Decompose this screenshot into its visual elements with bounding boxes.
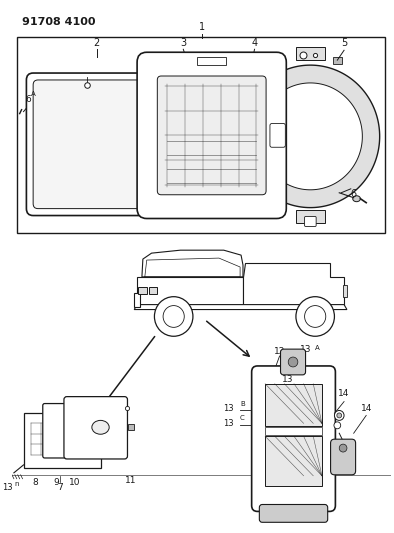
- Text: 13: 13: [2, 483, 13, 492]
- Text: 14: 14: [361, 404, 372, 413]
- Text: 13: 13: [223, 404, 234, 413]
- Text: 11: 11: [125, 476, 136, 485]
- FancyBboxPatch shape: [259, 505, 328, 522]
- Polygon shape: [241, 65, 380, 208]
- Bar: [17, 37, 385, 233]
- Circle shape: [335, 410, 344, 421]
- Circle shape: [154, 297, 193, 336]
- FancyBboxPatch shape: [331, 439, 356, 475]
- Text: 9: 9: [53, 478, 59, 487]
- Text: n: n: [14, 481, 19, 487]
- Text: 8: 8: [32, 478, 38, 487]
- Text: 3: 3: [180, 38, 186, 49]
- Bar: [138, 287, 147, 294]
- FancyBboxPatch shape: [64, 397, 128, 459]
- Ellipse shape: [92, 421, 109, 434]
- Circle shape: [339, 444, 347, 452]
- Bar: [333, 57, 342, 64]
- Bar: [343, 285, 347, 297]
- Text: A: A: [31, 91, 36, 97]
- Text: 7: 7: [57, 483, 63, 492]
- Circle shape: [296, 297, 335, 336]
- Bar: [24, 414, 100, 468]
- FancyBboxPatch shape: [252, 366, 335, 512]
- Text: 13: 13: [223, 419, 234, 428]
- Text: 4: 4: [251, 38, 258, 49]
- Polygon shape: [296, 209, 325, 223]
- Circle shape: [305, 305, 326, 327]
- Text: 12: 12: [274, 347, 285, 356]
- FancyBboxPatch shape: [305, 216, 316, 227]
- Text: 6: 6: [26, 95, 31, 104]
- Circle shape: [163, 305, 184, 327]
- Bar: [149, 287, 157, 294]
- Text: 14: 14: [338, 389, 350, 398]
- Polygon shape: [243, 263, 344, 304]
- Circle shape: [337, 413, 342, 418]
- Polygon shape: [296, 47, 325, 60]
- Text: B: B: [240, 400, 245, 407]
- Text: 5: 5: [341, 38, 347, 49]
- Polygon shape: [134, 304, 347, 310]
- Bar: [197, 57, 226, 65]
- Text: C: C: [240, 415, 245, 422]
- FancyBboxPatch shape: [137, 52, 286, 219]
- FancyBboxPatch shape: [270, 124, 285, 147]
- FancyBboxPatch shape: [26, 73, 148, 215]
- Circle shape: [288, 357, 298, 367]
- Bar: [128, 424, 134, 430]
- Text: 13: 13: [300, 345, 311, 354]
- Circle shape: [334, 422, 341, 429]
- Polygon shape: [265, 436, 322, 486]
- Ellipse shape: [353, 196, 361, 201]
- Polygon shape: [258, 83, 362, 190]
- FancyBboxPatch shape: [281, 349, 306, 375]
- Polygon shape: [142, 250, 243, 277]
- Polygon shape: [265, 384, 322, 426]
- Polygon shape: [137, 277, 243, 304]
- Text: A: A: [315, 345, 320, 351]
- Polygon shape: [231, 125, 246, 148]
- Text: 13: 13: [282, 375, 293, 384]
- Bar: [265, 427, 322, 435]
- Text: 10: 10: [69, 478, 80, 487]
- FancyBboxPatch shape: [43, 403, 122, 458]
- FancyBboxPatch shape: [157, 76, 266, 195]
- Bar: [134, 293, 140, 306]
- Text: 2: 2: [93, 38, 100, 49]
- Text: 1: 1: [199, 22, 204, 33]
- FancyBboxPatch shape: [33, 80, 141, 208]
- Text: 91708 4100: 91708 4100: [22, 17, 95, 27]
- Text: 6: 6: [351, 189, 357, 199]
